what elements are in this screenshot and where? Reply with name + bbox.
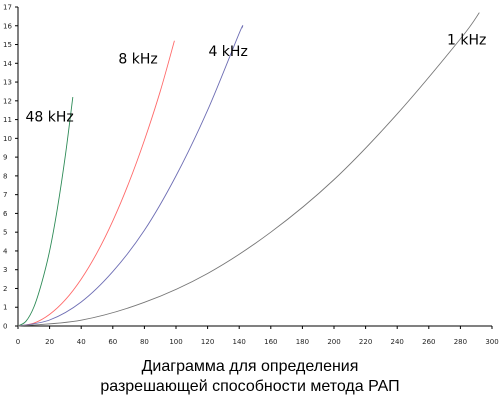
x-tick-label: 20 xyxy=(45,338,54,346)
x-tick-label: 40 xyxy=(77,338,86,346)
x-tick-label: 160 xyxy=(264,338,277,346)
series-labels: 48 kHz 8 kHz 4 kHz 1 kHz xyxy=(25,33,486,126)
series-lines xyxy=(17,12,480,327)
x-tick-label: 240 xyxy=(391,338,404,346)
series-line xyxy=(17,97,74,327)
x-tick-label: 100 xyxy=(169,338,182,346)
x-tick-label: 140 xyxy=(233,338,246,346)
x-tick-label: 120 xyxy=(201,338,214,346)
series-label: 1 kHz xyxy=(447,33,486,49)
y-tick-label: 6 xyxy=(3,210,8,218)
y-tick-label: 3 xyxy=(3,266,7,274)
series-label: 8 kHz xyxy=(118,51,157,67)
series-line xyxy=(17,25,244,327)
y-tick-label: 2 xyxy=(3,285,7,293)
x-tick-label: 280 xyxy=(454,338,467,346)
y-tick-label: 16 xyxy=(3,22,12,30)
y-tick-label: 9 xyxy=(3,154,7,162)
x-ticks: 0 20 40 60 80 100 120 140 160 180 200 220 240 260 280 3… xyxy=(16,326,499,346)
chart-caption-line-1: Диаграмма для определения xyxy=(141,358,359,375)
y-tick-label: 11 xyxy=(3,116,12,124)
y-tick-label: 14 xyxy=(3,60,12,68)
series-label: 48 kHz xyxy=(25,109,73,125)
y-tick-label: 13 xyxy=(3,79,12,87)
y-tick-label: 8 xyxy=(3,172,7,180)
y-tick-label: 0 xyxy=(3,323,7,331)
x-tick-label: 60 xyxy=(108,338,117,346)
x-tick-label: 180 xyxy=(296,338,309,346)
series-line xyxy=(17,12,480,327)
x-tick-label: 220 xyxy=(359,338,372,346)
x-tick-label: 0 xyxy=(16,338,20,346)
y-tick-label: 7 xyxy=(3,191,7,199)
chart-caption-line-2: разрешающей способности метода РАП xyxy=(100,378,400,395)
y-tick-label: 15 xyxy=(3,41,12,49)
y-tick-label: 17 xyxy=(3,4,12,12)
series-line xyxy=(17,40,175,327)
x-tick-label: 300 xyxy=(485,338,498,346)
y-tick-label: 10 xyxy=(3,135,12,143)
y-tick-label: 1 xyxy=(3,304,7,312)
y-tick-label: 4 xyxy=(3,247,8,255)
y-tick-label: 12 xyxy=(3,97,12,105)
x-tick-label: 200 xyxy=(327,338,340,346)
x-tick-label: 80 xyxy=(140,338,149,346)
series-label: 4 kHz xyxy=(208,44,247,60)
axes xyxy=(17,7,492,327)
y-tick-label: 5 xyxy=(3,229,7,237)
x-tick-label: 260 xyxy=(422,338,435,346)
